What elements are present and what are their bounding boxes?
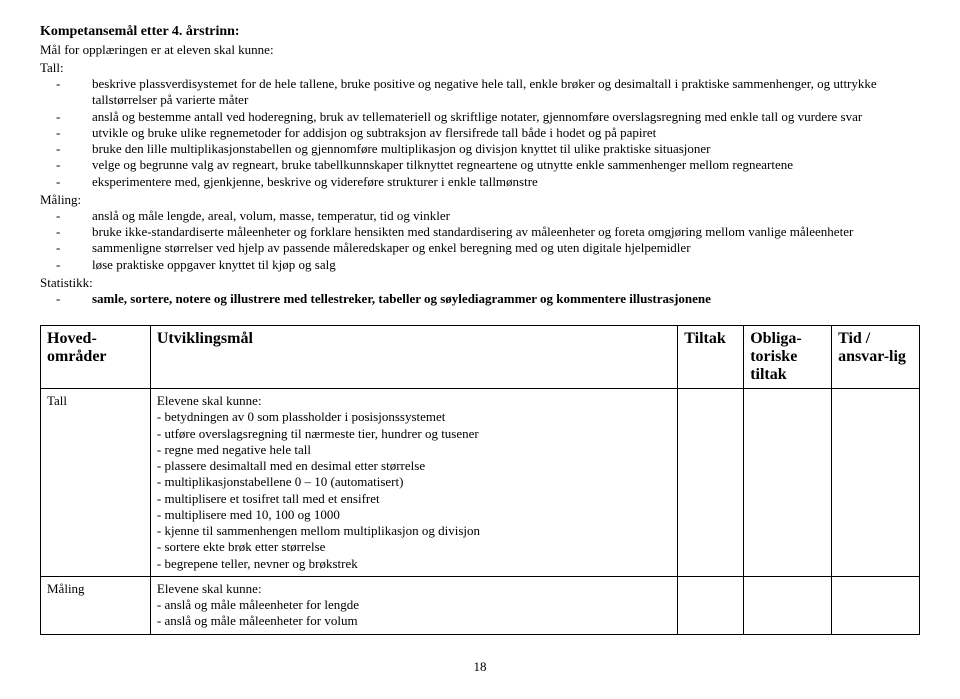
cell-tiltak bbox=[678, 576, 744, 634]
th-utv: Utviklingsmål bbox=[150, 326, 677, 389]
plan-table: Hoved-områder Utviklingsmål Tiltak Oblig… bbox=[40, 325, 920, 635]
cell-line: - sortere ekte brøk etter størrelse bbox=[157, 539, 671, 555]
list-item: løse praktiske oppgaver knyttet til kjøp… bbox=[74, 257, 920, 273]
cell-tiltak bbox=[678, 389, 744, 577]
cell-tid bbox=[832, 389, 920, 577]
table-row: Måling Elevene skal kunne: - anslå og må… bbox=[41, 576, 920, 634]
list-item: bruke den lille multiplikasjonstabellen … bbox=[74, 141, 920, 157]
page-subtitle: Mål for opplæringen er at eleven skal ku… bbox=[40, 42, 920, 58]
list-item: velge og begrunne valg av regneart, bruk… bbox=[74, 157, 920, 173]
list-item: anslå og bestemme antall ved hoderegning… bbox=[74, 109, 920, 125]
cell-utv: Elevene skal kunne: - betydningen av 0 s… bbox=[150, 389, 677, 577]
cell-line: - begrepene teller, nevner og brøkstrek bbox=[157, 556, 671, 572]
section-maling-list: anslå og måle lengde, areal, volum, mass… bbox=[40, 208, 920, 273]
section-maling-label: Måling: bbox=[40, 192, 920, 208]
list-item: sammenligne størrelser ved hjelp av pass… bbox=[74, 240, 920, 256]
cell-obl bbox=[744, 576, 832, 634]
cell-line: - multiplisere et tosifret tall med et e… bbox=[157, 491, 671, 507]
section-tall-list: beskrive plassverdisystemet for de hele … bbox=[40, 76, 920, 190]
th-hoved: Hoved-områder bbox=[41, 326, 151, 389]
cell-utv: Elevene skal kunne: - anslå og måle måle… bbox=[150, 576, 677, 634]
th-tid: Tid / ansvar-lig bbox=[832, 326, 920, 389]
list-item: anslå og måle lengde, areal, volum, mass… bbox=[74, 208, 920, 224]
cell-obl bbox=[744, 389, 832, 577]
list-item: bruke ikke-standardiserte måleenheter og… bbox=[74, 224, 920, 240]
list-item: beskrive plassverdisystemet for de hele … bbox=[74, 76, 920, 109]
cell-line: - kjenne til sammenhengen mellom multipl… bbox=[157, 523, 671, 539]
cell-line: - multiplikasjonstabellene 0 – 10 (autom… bbox=[157, 474, 671, 490]
section-tall-label: Tall: bbox=[40, 60, 920, 76]
cell-lead: Elevene skal kunne: bbox=[157, 581, 671, 597]
cell-line: - regne med negative hele tall bbox=[157, 442, 671, 458]
table-row: Tall Elevene skal kunne: - betydningen a… bbox=[41, 389, 920, 577]
cell-lead: Elevene skal kunne: bbox=[157, 393, 671, 409]
th-tiltak: Tiltak bbox=[678, 326, 744, 389]
list-item: eksperimentere med, gjenkjenne, beskrive… bbox=[74, 174, 920, 190]
cell-line: - multiplisere med 10, 100 og 1000 bbox=[157, 507, 671, 523]
th-obl: Obliga-toriske tiltak bbox=[744, 326, 832, 389]
cell-line: - betydningen av 0 som plassholder i pos… bbox=[157, 409, 671, 425]
statistikk-item-text: samle, sortere, notere og illustrere med… bbox=[92, 291, 711, 306]
cell-tid bbox=[832, 576, 920, 634]
cell-hoved: Måling bbox=[41, 576, 151, 634]
cell-line: - anslå og måle måleenheter for lengde bbox=[157, 597, 671, 613]
cell-line: - plassere desimaltall med en desimal et… bbox=[157, 458, 671, 474]
cell-line: - anslå og måle måleenheter for volum bbox=[157, 613, 671, 629]
page-title: Kompetansemål etter 4. årstrinn: bbox=[40, 24, 920, 40]
list-item: samle, sortere, notere og illustrere med… bbox=[74, 291, 920, 307]
cell-line: - utføre overslagsregning til nærmeste t… bbox=[157, 426, 671, 442]
section-statistikk-label: Statistikk: bbox=[40, 275, 920, 291]
list-item: utvikle og bruke ulike regnemetoder for … bbox=[74, 125, 920, 141]
table-header-row: Hoved-områder Utviklingsmål Tiltak Oblig… bbox=[41, 326, 920, 389]
cell-hoved: Tall bbox=[41, 389, 151, 577]
section-statistikk-list: samle, sortere, notere og illustrere med… bbox=[40, 291, 920, 307]
